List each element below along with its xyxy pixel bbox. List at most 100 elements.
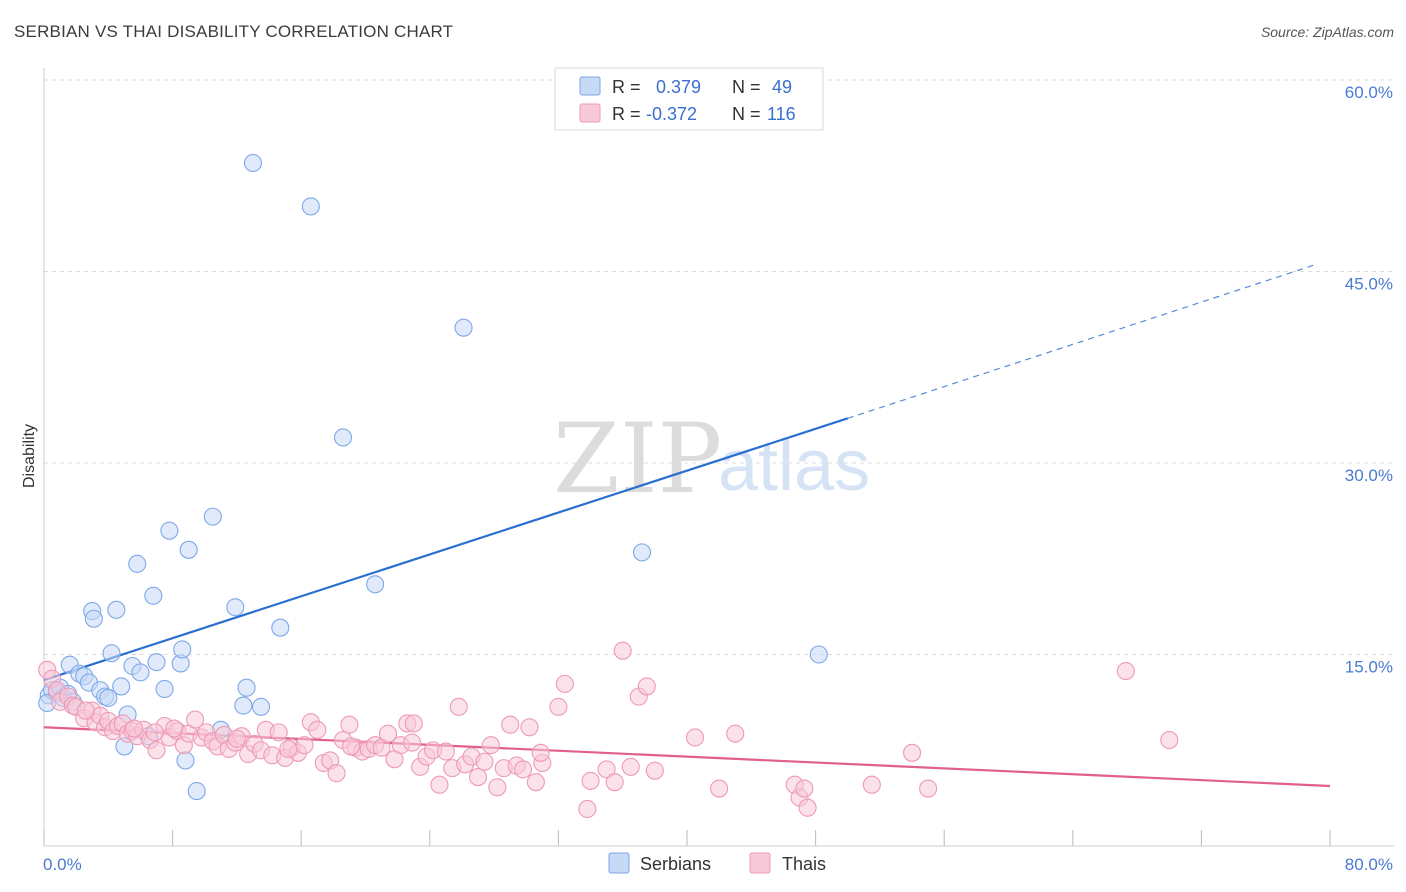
thais-point-75	[488, 778, 507, 797]
thais-point-95	[726, 724, 745, 743]
watermark-zip: ZIP	[553, 403, 722, 515]
thais-point-89	[621, 757, 640, 776]
thais-point-66	[430, 775, 449, 794]
thais-point-47	[308, 720, 327, 739]
thais-point-27	[186, 710, 205, 729]
thais-point-113	[403, 733, 422, 752]
thais-point-104	[1160, 730, 1179, 750]
serbians-point-36	[234, 696, 253, 715]
thais-point-52	[340, 715, 359, 734]
thais-point-101	[902, 743, 922, 762]
thais-point-112	[341, 737, 361, 756]
y-tick-label-3: 60.0%	[1345, 83, 1393, 102]
serbians-trendline-extension	[847, 264, 1315, 419]
serbians-point-22	[131, 663, 150, 682]
serbians-point-14	[99, 688, 118, 707]
serbians-point-42	[333, 428, 353, 447]
legend-r-label-0: R =	[612, 77, 641, 97]
thais-point-94	[710, 779, 729, 798]
serbians-point-38	[243, 153, 263, 173]
thais-point-98	[798, 798, 817, 817]
serbians-point-30	[176, 751, 195, 770]
thais-point-72	[468, 768, 488, 787]
legend-r-value-1: -0.372	[646, 104, 697, 124]
thais-point-108	[76, 701, 95, 720]
watermark: ZIP atlas	[553, 403, 870, 515]
serbians-point-29	[173, 640, 192, 659]
thais-point-21	[147, 741, 166, 760]
serbians-trendline	[43, 417, 849, 682]
legend: R = 0.379 N = 49 R = -0.372 N = 116	[554, 67, 824, 131]
serbians-point-46	[809, 645, 828, 664]
thais-point-69	[449, 697, 468, 716]
serbians-point-37	[237, 678, 256, 697]
y-tick-label-2: 45.0%	[1345, 275, 1393, 294]
thais-point-58	[378, 724, 398, 743]
serbians-point-33	[203, 507, 222, 526]
legend-n-value-0: 49	[772, 77, 792, 97]
y-tick-label-1: 30.0%	[1345, 466, 1393, 485]
legend-r-label-1: R =	[612, 104, 641, 124]
thais-point-87	[605, 773, 624, 792]
legend-n-value-1: 116	[767, 104, 796, 124]
thais-point-114	[531, 743, 550, 762]
thais-point-50	[327, 764, 346, 783]
thais-point-107	[227, 729, 246, 748]
x-tick-label-max: 80.0%	[1345, 855, 1393, 874]
serbians-point-31	[179, 540, 198, 559]
thais-point-62	[404, 714, 423, 733]
thais-point-91	[637, 677, 656, 696]
y-axis-title: Disability	[21, 424, 38, 488]
serbians-point-43	[366, 575, 385, 594]
thais-point-100	[862, 775, 881, 794]
y-tick-labels: 15.0% 30.0% 45.0% 60.0%	[1345, 83, 1393, 677]
serbians-point-45	[632, 543, 652, 562]
serbians-point-39	[251, 697, 271, 716]
thais-point-81	[526, 773, 545, 792]
thais-point-93	[685, 728, 705, 747]
x-tick-label-min: 0.0%	[43, 855, 82, 874]
x-tick-labels: 0.0% 80.0%	[43, 855, 1393, 874]
thais-point-103	[1116, 662, 1135, 681]
bottom-legend-swatch-thais	[749, 852, 771, 874]
legend-swatch-thais	[579, 103, 601, 123]
thais-point-106	[145, 723, 164, 742]
thais-point-109	[124, 719, 144, 738]
legend-n-label-0: N =	[732, 77, 761, 97]
data-points	[38, 153, 1179, 819]
serbians-point-15	[102, 644, 121, 663]
thais-point-41	[269, 723, 288, 742]
serbians-point-32	[187, 782, 206, 801]
bottom-legend-swatch-serbians	[608, 852, 630, 874]
serbians-point-11	[84, 609, 103, 628]
source-label: Source: ZipAtlas.com	[1260, 24, 1394, 40]
serbians-point-25	[147, 653, 166, 672]
axes	[43, 68, 1394, 847]
thais-point-79	[513, 760, 533, 779]
thais-point-83	[549, 697, 568, 716]
thais-point-92	[645, 761, 664, 780]
bottom-legend-thais: Thais	[782, 854, 826, 874]
serbians-point-16	[107, 600, 126, 619]
serbians-point-35	[226, 598, 245, 617]
serbians-point-27	[160, 521, 179, 540]
thais-point-73	[475, 752, 494, 771]
thais-point-88	[613, 641, 632, 660]
serbians-point-24	[144, 586, 163, 605]
thais-point-110	[165, 719, 184, 738]
thais-point-86	[597, 760, 616, 779]
watermark-atlas: atlas	[718, 426, 870, 506]
thais-point-111	[279, 739, 298, 759]
bottom-legend: Serbians Thais	[608, 852, 826, 874]
thais-point-77	[501, 715, 520, 734]
thais-point-80	[520, 718, 539, 737]
serbians-point-17	[112, 677, 131, 696]
y-tick-label-0: 15.0%	[1345, 658, 1393, 677]
chart-title: SERBIAN VS THAI DISABILITY CORRELATION C…	[14, 22, 454, 41]
bottom-legend-serbians: Serbians	[640, 854, 711, 874]
thais-point-84	[555, 674, 574, 693]
thais-point-74	[481, 736, 500, 755]
thais-point-99	[795, 779, 814, 798]
thais-point-105	[578, 799, 597, 819]
